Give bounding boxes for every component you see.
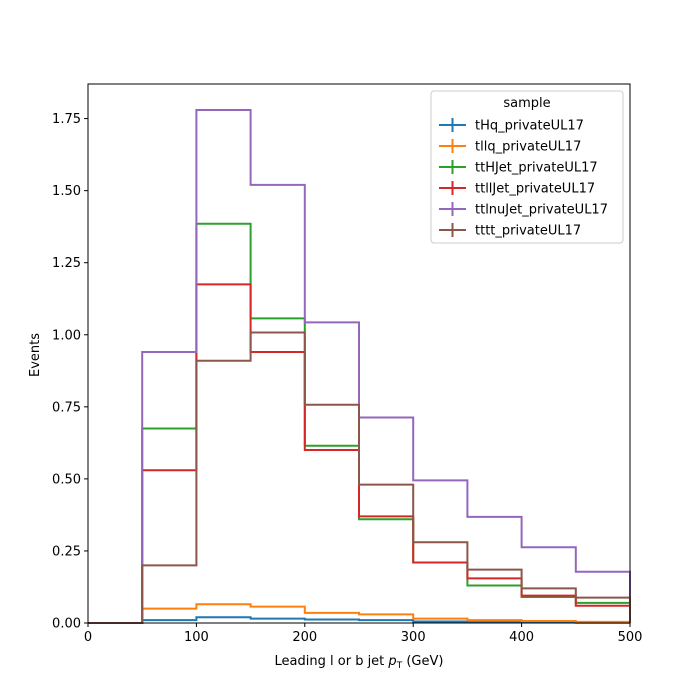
x-tick-label: 300 (401, 630, 426, 645)
series-line-5 (88, 331, 631, 624)
series-line-0 (88, 616, 631, 624)
y-tick-label: 0.50 (52, 472, 81, 487)
y-tick-label: 1.50 (52, 184, 81, 199)
plot-area (88, 108, 631, 624)
x-axis-label-sub: T (396, 661, 403, 671)
x-axis-label: Leading l or b jet pT (GeV) (275, 654, 444, 671)
y-tick-label: 1.75 (52, 112, 81, 127)
legend-label: tttt_privateUL17 (475, 224, 581, 239)
legend-title: sample (503, 96, 550, 111)
legend: sample tHq_privateUL17 tllq_privateUL17tt… (430, 90, 624, 244)
y-tick-label: 1.25 (52, 256, 81, 271)
x-tick-label: 500 (618, 630, 643, 645)
legend-label: ttlnuJet_privateUL17 (475, 203, 608, 218)
legend-label: ttllJet_privateUL17 (475, 182, 595, 197)
y-tick-label: 0.75 (52, 400, 81, 415)
legend-label: tllq_privateUL17 (475, 140, 581, 155)
x-axis-label-p: p (387, 654, 396, 669)
x-tick-label: 400 (509, 630, 534, 645)
x-tick-label: 200 (292, 630, 317, 645)
y-tick-label: 1.00 (52, 328, 81, 343)
series-line-1 (88, 603, 631, 624)
legend-label: tHq_privateUL17 (475, 119, 584, 134)
legend-frame (430, 90, 624, 244)
axes: 0 100 200 300 400 500 0.00 0.25 0.50 0.75 1.00 1.25… (52, 83, 643, 645)
axes-frame (87, 83, 631, 624)
legend-label: ttHJet_privateUL17 (475, 161, 598, 176)
y-tick-label: 0.00 (52, 617, 81, 632)
y-axis-label: Events (28, 333, 43, 377)
y-tick-label: 0.25 (52, 544, 81, 559)
x-axis-label-main: Leading l or b jet (275, 654, 389, 669)
x-tick-label: 100 (184, 630, 209, 645)
x-axis-label-unit: (GeV) (402, 654, 443, 669)
x-tick-label: 0 (84, 630, 92, 645)
